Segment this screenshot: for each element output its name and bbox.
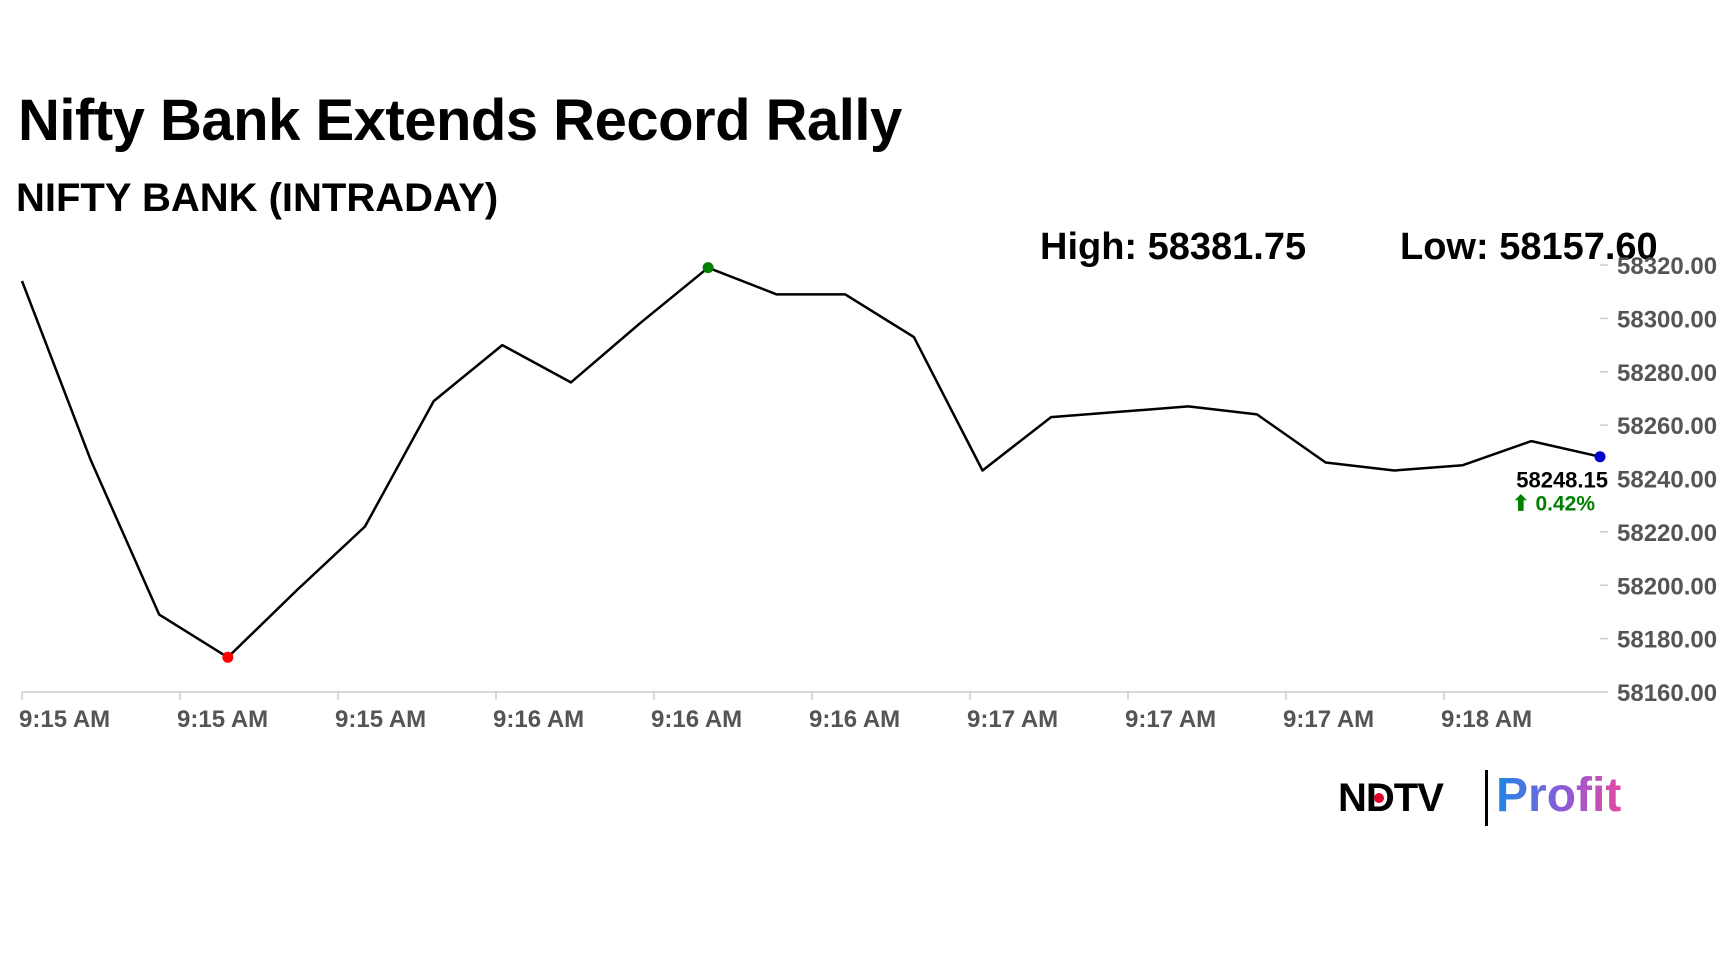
x-tick-label: 9:17 AM (1125, 706, 1216, 733)
brand-dot (1374, 793, 1384, 803)
y-tick-label: 58320.00 (1617, 253, 1717, 280)
y-tick-label: 58260.00 (1617, 413, 1717, 440)
low-point-marker (222, 651, 234, 663)
high-value: High: 58381.75 (1040, 226, 1307, 268)
chart-title: Nifty Bank Extends Record Rally (18, 88, 902, 153)
y-tick-label: 58180.00 (1617, 627, 1717, 654)
last-change-label: ⬆ 0.42% (1512, 493, 1595, 516)
x-tick-label: 9:15 AM (177, 706, 268, 733)
last-point-marker (1594, 451, 1606, 463)
y-tick-label: 58280.00 (1617, 360, 1717, 387)
brand-separator (1485, 770, 1488, 826)
chart-subtitle: NIFTY BANK (INTRADAY) (16, 176, 499, 220)
last-value-label: 58248.15 (1516, 468, 1608, 493)
x-tick-label: 9:17 AM (967, 706, 1058, 733)
x-tick-label: 9:16 AM (651, 706, 742, 733)
series-line (20, 266, 1601, 659)
x-tick-label: 9:15 AM (335, 706, 426, 733)
y-tick-label: 58220.00 (1617, 520, 1717, 547)
y-tick-label: 58200.00 (1617, 573, 1717, 600)
high-point-marker (702, 262, 714, 274)
y-tick-label: 58160.00 (1617, 680, 1717, 707)
x-tick-label: 9:16 AM (493, 706, 584, 733)
x-tick-label: 9:18 AM (1441, 706, 1532, 733)
y-tick-label: 58300.00 (1617, 306, 1717, 333)
y-tick-label: 58240.00 (1617, 467, 1717, 494)
last-value-label-bg (1508, 466, 1602, 495)
low-value: Low: 58157.60 (1400, 226, 1658, 268)
brand-profit: Profit (1496, 769, 1622, 822)
brand-ndtv: NDTV (1338, 776, 1444, 820)
x-tick-label: 9:16 AM (809, 706, 900, 733)
x-tick-label: 9:17 AM (1283, 706, 1374, 733)
x-tick-label: 9:15 AM (19, 706, 110, 733)
